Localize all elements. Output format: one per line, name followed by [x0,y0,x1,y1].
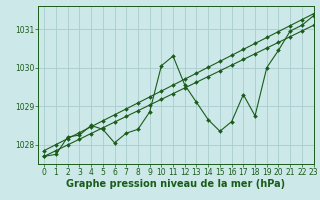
X-axis label: Graphe pression niveau de la mer (hPa): Graphe pression niveau de la mer (hPa) [67,179,285,189]
